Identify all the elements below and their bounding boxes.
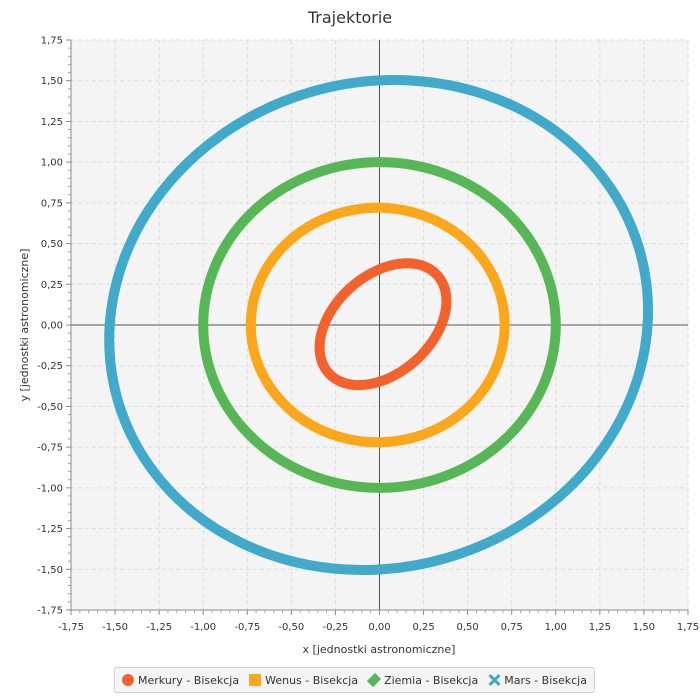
y-tick-label: 0,00 [41,321,63,332]
legend-item-3: Ziemia - Bisekcja [366,672,479,688]
circle-marker-icon [122,674,134,686]
legend-label: Ziemia - Bisekcja [384,673,479,687]
y-tick-label: 1,00 [41,158,63,169]
legend: Merkury - Bisekcja Wenus - Bisekcja Ziemia… [114,667,595,693]
y-tick-label: -0,25 [37,361,63,372]
x-tick-label: -1,75 [58,622,84,633]
x-tick-label: 1,50 [633,622,655,633]
x-tick-label: 0,50 [457,622,479,633]
y-tick-label: -0,75 [37,443,63,454]
series-layer [104,75,654,575]
x-tick-label: 0,25 [412,622,434,633]
x-tick-label: 1,75 [677,622,699,633]
y-tick-label: -1,25 [37,524,63,535]
series-orbit-2 [245,202,510,448]
x-tick-label: 1,00 [545,622,567,633]
y-tick-label: 1,50 [41,76,63,87]
x-tick-label: -0,25 [322,622,348,633]
y-tick-label: -1,75 [37,606,63,617]
x-tick-label: -1,25 [146,622,172,633]
chart-title: Trajektorie [307,8,392,27]
x-tick-label: -0,50 [278,622,304,633]
x-tick-label: 1,25 [589,622,611,633]
x-tick-label: -0,75 [234,622,260,633]
series-orbit-3 [198,157,561,493]
y-tick-label: 0,75 [41,198,63,209]
series-orbit-4 [104,75,654,575]
x-axis-title: x [jednostki astronomiczne] [303,643,456,656]
x-tick-label: 0,00 [368,622,390,633]
cross-marker-icon [488,674,500,686]
y-tick-label: -1,00 [37,483,63,494]
y-axis-title: y [jednostki astronomiczne] [18,249,31,402]
y-tick-label: -0,50 [37,402,63,413]
ticks: -1,75 -1,75 -1,50 -1,50 -1,25 -1,25 -1,00 -1,00… [37,36,699,634]
y-tick-label: 0,25 [41,280,63,291]
y-tick-label: 1,25 [41,117,63,128]
x-tick-label: 0,75 [501,622,523,633]
square-marker-icon [249,674,262,686]
legend-label: Merkury - Bisekcja [138,673,240,687]
x-tick-label: -1,50 [102,622,128,633]
series-orbit-1 [314,258,452,391]
y-tick-label: 0,50 [41,239,63,250]
legend-item-2: Wenus - Bisekcja [249,674,358,687]
y-tick-label: -1,50 [37,565,63,576]
diamond-marker-icon [366,672,382,688]
y-tick-label: 1,75 [41,36,63,47]
legend-item-4: Mars - Bisekcja [488,674,587,687]
x-tick-label: -1,00 [190,622,216,633]
legend-label: Mars - Bisekcja [504,673,587,687]
legend-label: Wenus - Bisekcja [265,673,359,687]
legend-item-1: Merkury - Bisekcja [122,674,239,687]
